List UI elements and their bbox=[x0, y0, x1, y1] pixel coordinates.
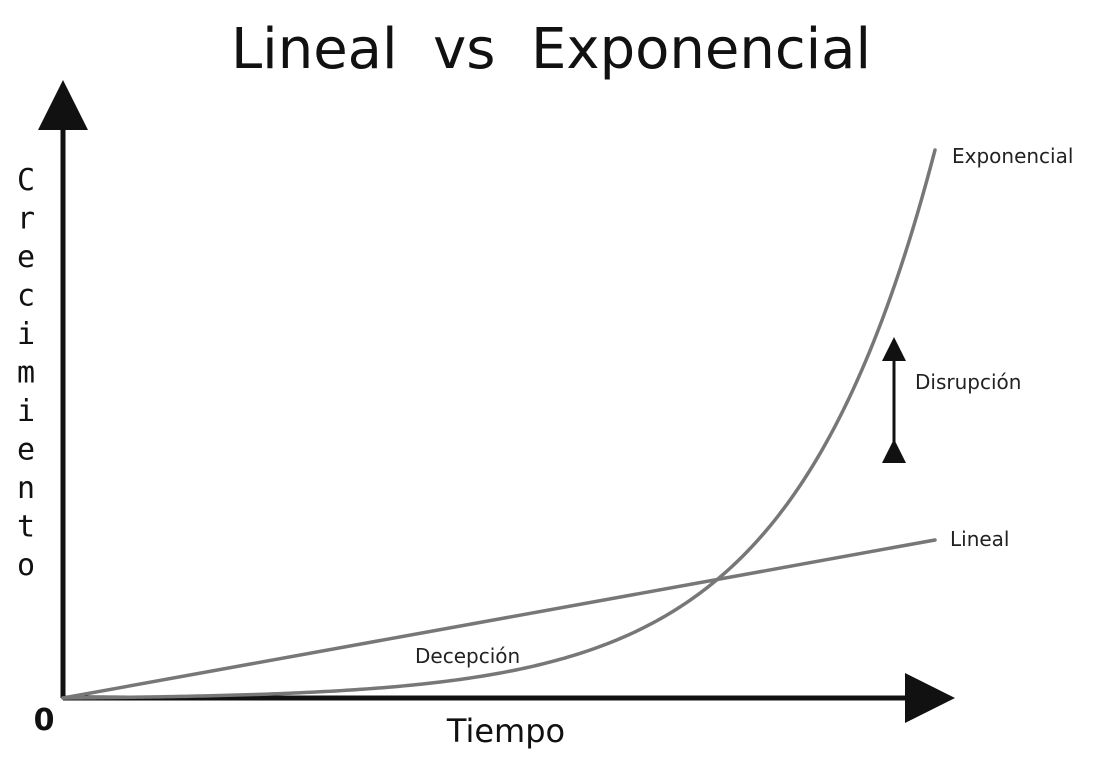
x-axis-label: Tiempo bbox=[446, 712, 565, 750]
deception-label: Decepción bbox=[415, 644, 520, 668]
disruption-label: Disrupción bbox=[915, 370, 1021, 394]
series-label-lineal: Lineal bbox=[950, 527, 1010, 551]
series-label-exponencial: Exponencial bbox=[952, 144, 1073, 168]
series-line-lineal bbox=[61, 538, 937, 700]
chart-title: Lineal vs Exponencial bbox=[231, 17, 871, 82]
origin-label: 0 bbox=[34, 703, 55, 738]
series-line-exponencial bbox=[61, 148, 937, 700]
